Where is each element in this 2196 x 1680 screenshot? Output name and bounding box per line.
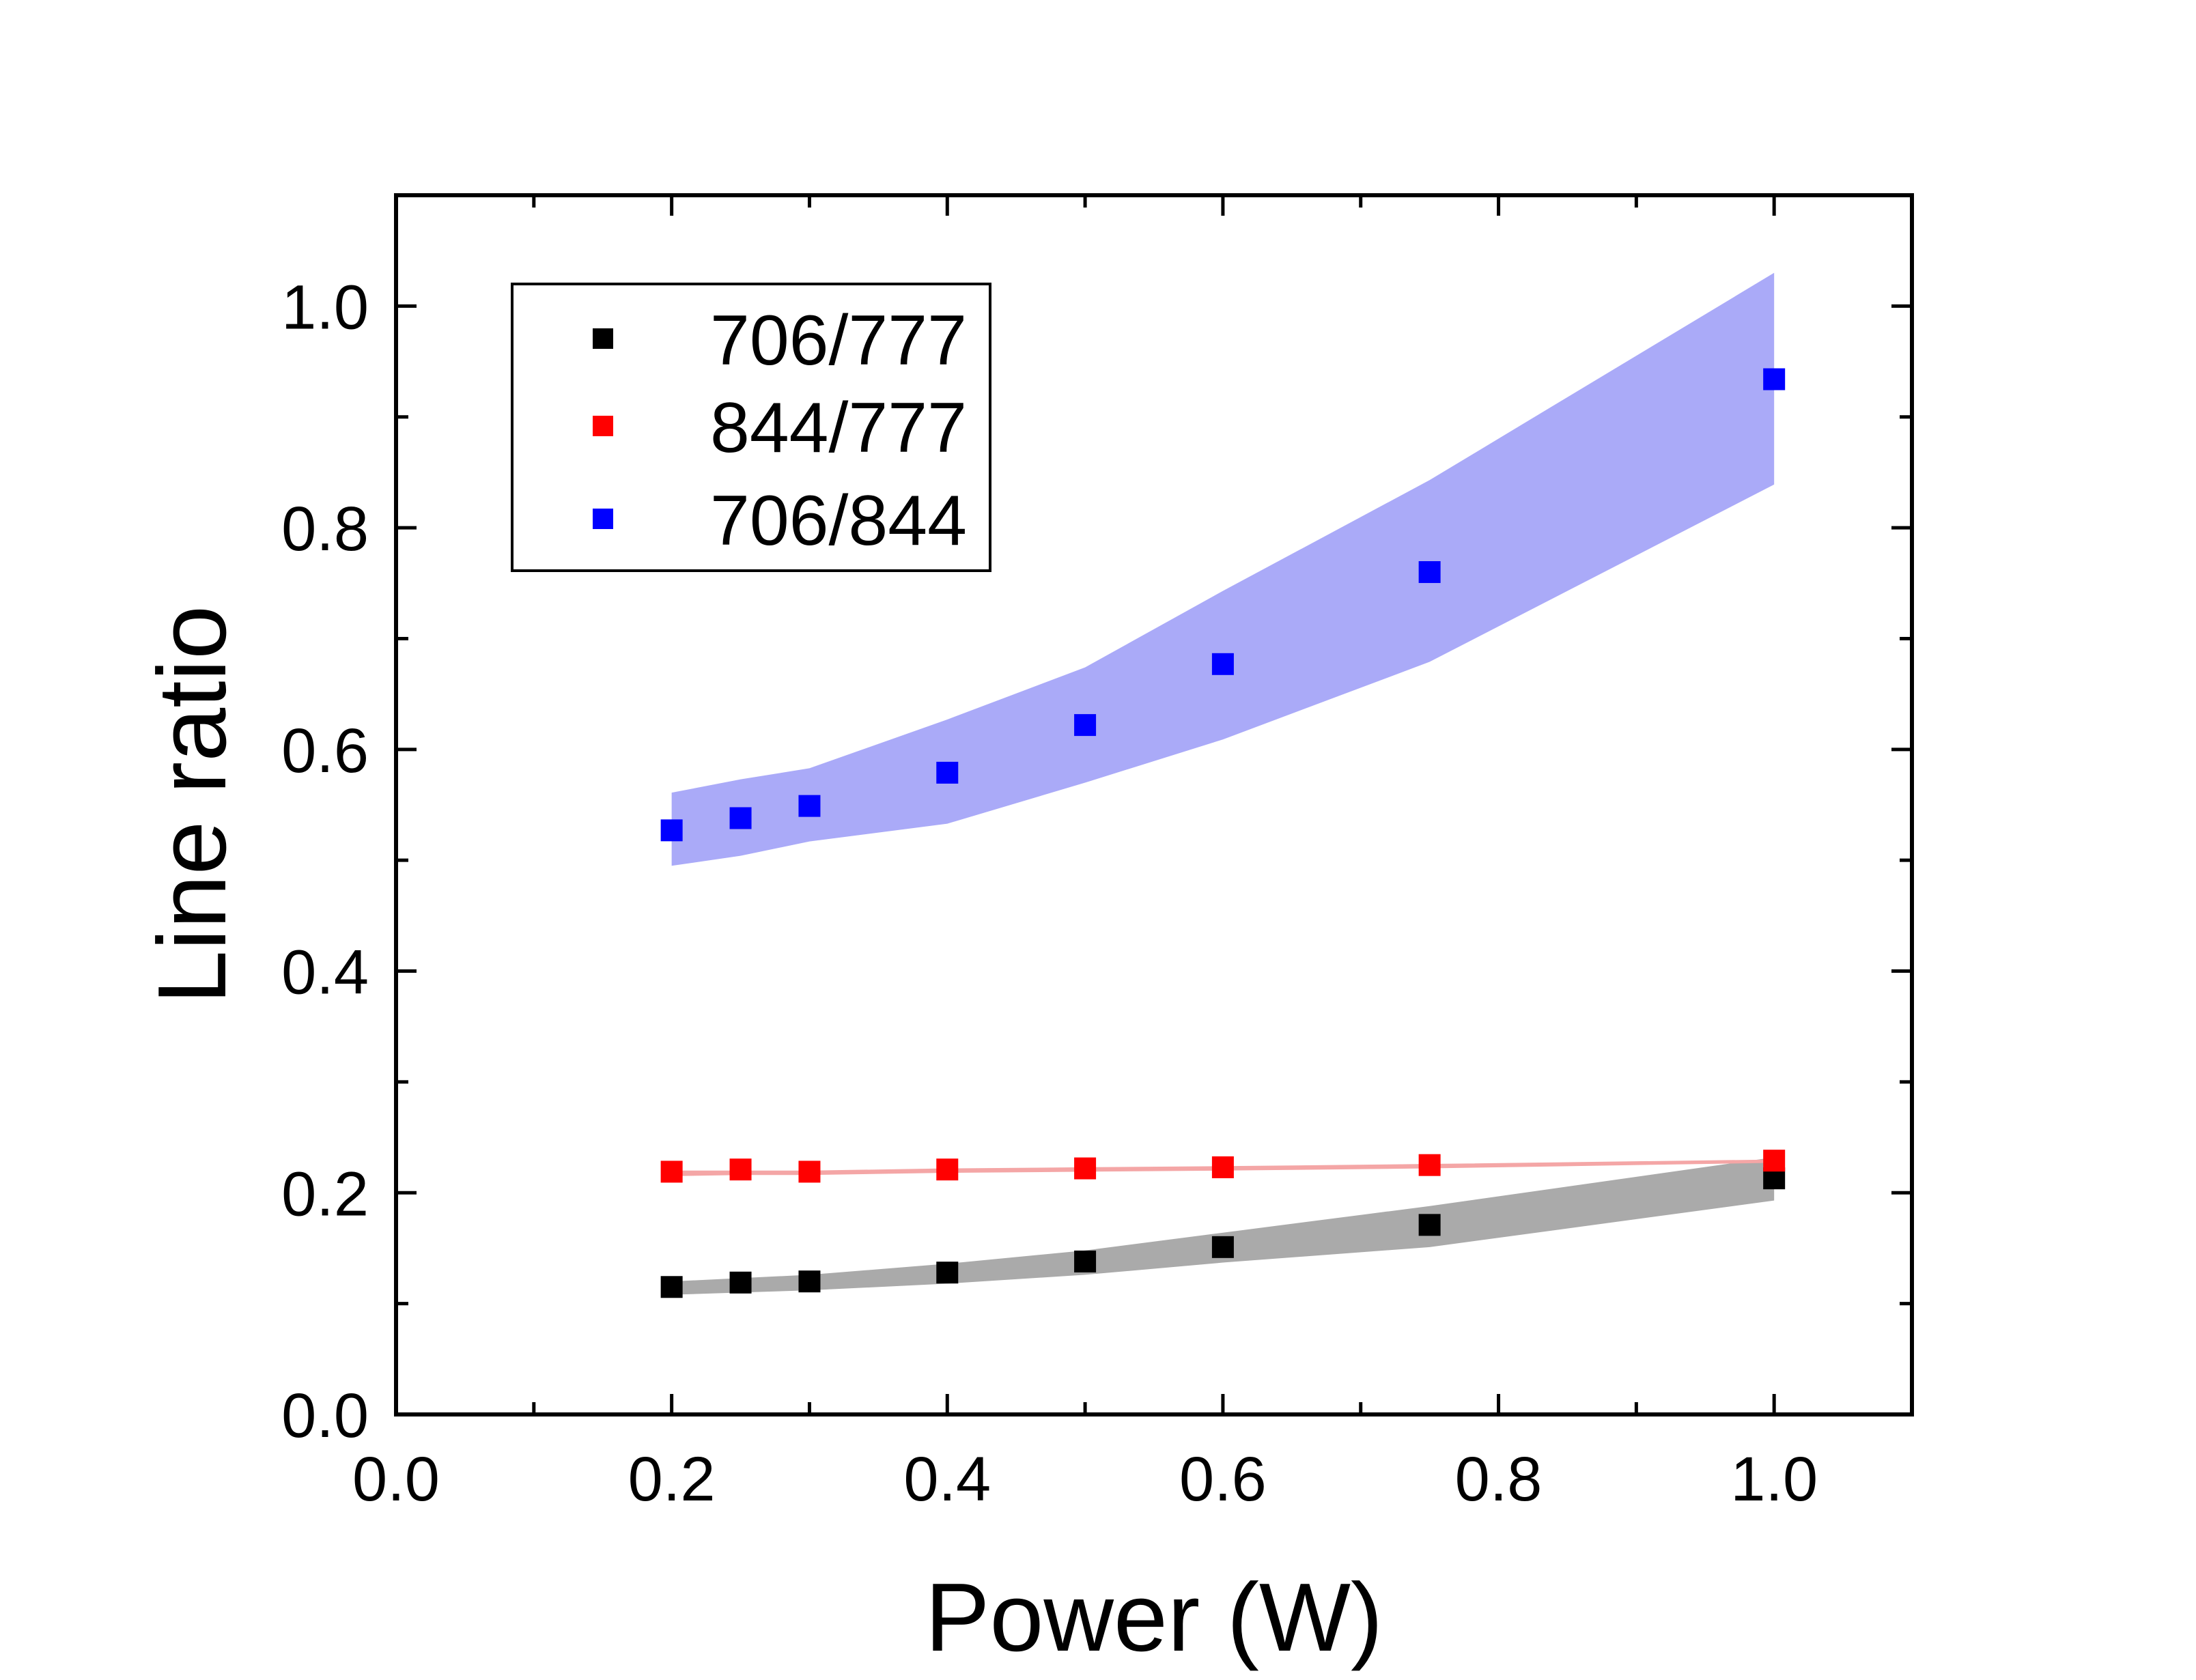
legend-label-1: 706/777 [710, 301, 967, 380]
point-series-1-1 [660, 1276, 683, 1298]
band-series-1 [671, 1157, 1775, 1295]
point-series-3-4 [936, 761, 959, 784]
point-series-1-6 [1211, 1236, 1234, 1258]
y-tick-label-2: 0.4 [281, 938, 369, 1008]
x-tick-labels: 0.0 0.2 0.4 0.6 0.8 1.0 [352, 1444, 1818, 1514]
point-series-1-3 [798, 1270, 821, 1293]
point-series-2-6 [1211, 1156, 1234, 1178]
point-series-1-2 [729, 1271, 752, 1294]
y-axis-title: Line ratio [138, 606, 247, 1004]
point-series-2-8 [1763, 1150, 1786, 1172]
x-tick-label-1: 0.2 [628, 1444, 716, 1514]
legend-label-2: 844/777 [710, 388, 967, 468]
y-tick-label-1: 0.2 [281, 1159, 369, 1229]
plot-frame [394, 193, 1914, 1416]
x-tick-label-3: 0.6 [1179, 1444, 1267, 1514]
legend-marker-1 [593, 328, 613, 349]
x-tick-label-2: 0.4 [903, 1444, 991, 1514]
band-series-3 [671, 272, 1775, 866]
point-series-2-4 [936, 1158, 959, 1181]
y-tick-label-4: 0.8 [281, 494, 369, 564]
y-tick-label-0: 0.0 [281, 1381, 369, 1451]
data-points [660, 368, 1786, 1298]
point-series-3-7 [1418, 561, 1441, 584]
point-series-2-3 [798, 1161, 821, 1183]
point-series-2-1 [660, 1161, 683, 1183]
point-series-3-6 [1211, 653, 1234, 675]
point-series-1-4 [936, 1262, 959, 1284]
point-series-2-7 [1418, 1154, 1441, 1176]
point-series-2-5 [1074, 1157, 1097, 1180]
point-series-3-8 [1763, 368, 1786, 390]
point-series-1-7 [1418, 1214, 1441, 1236]
x-tick-label-0: 0.0 [352, 1444, 440, 1514]
point-series-3-5 [1074, 714, 1097, 737]
y-tick-label-5: 1.0 [281, 272, 369, 342]
legend-marker-3 [593, 509, 613, 529]
axis-ticks [394, 193, 1914, 1416]
point-series-3-3 [798, 795, 821, 817]
point-series-3-2 [729, 807, 752, 829]
legend: 706/777 844/777 706/844 [511, 283, 991, 572]
legend-label-3: 706/844 [710, 481, 967, 560]
y-tick-label-3: 0.6 [281, 716, 369, 786]
x-axis-title: Power (W) [925, 1563, 1383, 1672]
legend-box [511, 283, 991, 572]
y-tick-labels: 0.0 0.2 0.4 0.6 0.8 1.0 [281, 272, 369, 1451]
point-series-2-2 [729, 1158, 752, 1181]
x-tick-label-4: 0.8 [1455, 1444, 1543, 1514]
x-tick-label-5: 1.0 [1730, 1444, 1818, 1514]
point-series-3-1 [660, 819, 683, 842]
legend-marker-2 [593, 416, 613, 436]
point-series-1-5 [1074, 1250, 1097, 1272]
